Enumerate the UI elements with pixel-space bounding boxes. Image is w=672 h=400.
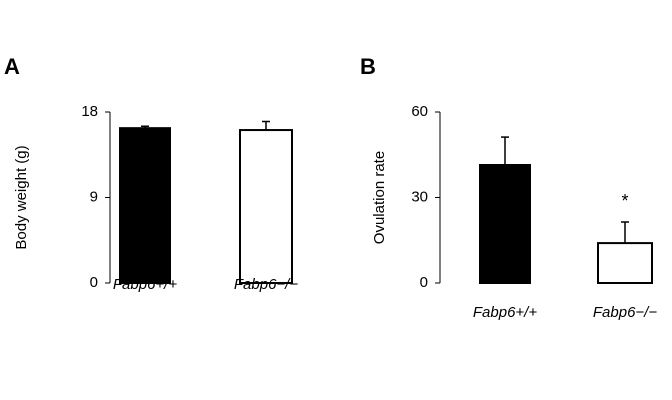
y-tick-label: 9 [90,188,98,205]
bar [239,129,293,284]
y-tick-label: 60 [411,103,428,120]
bar [479,164,531,284]
x-tick-label: Fabp6−/− [593,304,657,321]
y-axis-label: Ovulation rate [371,151,388,244]
annotation: * [621,191,628,211]
y-axis-label: Body weight (g) [13,145,30,249]
panel-label: B [360,54,376,79]
x-tick-label: Fabp6−/− [234,276,298,293]
panel-label: A [4,54,20,79]
x-tick-label: Fabp6+/+ [113,276,177,293]
bar [119,127,171,284]
y-tick-label: 30 [411,188,428,205]
y-tick-label: 18 [81,103,98,120]
y-tick-label: 0 [90,274,98,291]
x-tick-label: Fabp6+/+ [473,304,537,321]
y-tick-label: 0 [420,274,428,291]
bar [597,242,653,285]
